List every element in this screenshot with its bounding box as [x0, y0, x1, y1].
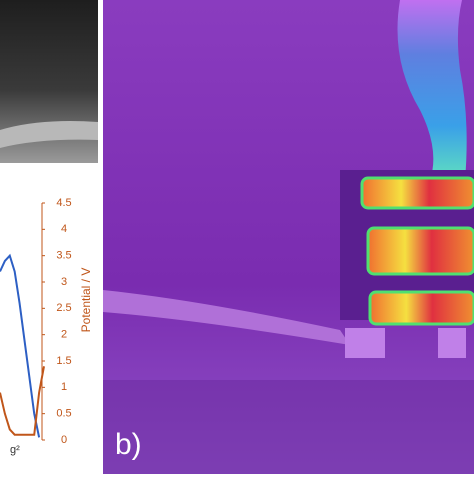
y2-axis-label: Potential / V: [79, 268, 93, 333]
connector: [345, 328, 385, 358]
photo-object: [0, 121, 98, 148]
y2-tick-label: 0.5: [56, 408, 71, 420]
connector: [438, 328, 466, 358]
plate: [366, 226, 474, 276]
y2-tick-label: 2: [61, 329, 67, 341]
chart: Potential / V g² 0 0.5 1 1.5 2 2.5 3 3.5 4 4.5: [0, 197, 93, 456]
series-line: [0, 253, 41, 438]
y2-tick-label: 4: [61, 223, 67, 235]
y2-tick-label: 4.5: [56, 197, 71, 209]
y2-tick-label: 3.5: [56, 250, 71, 262]
plate: [368, 290, 474, 326]
cable: [103, 290, 350, 345]
y2-tick-label: 1: [61, 381, 67, 393]
heat-plume: [397, 0, 467, 180]
panel-label: b): [115, 428, 142, 461]
y2-tick-label: 1.5: [56, 355, 71, 367]
y2-tick-label: 0: [61, 434, 67, 446]
x-axis-label: g²: [10, 444, 20, 456]
series-line: [0, 366, 45, 436]
y2-tick-label: 3: [61, 276, 67, 288]
floor: [103, 380, 474, 474]
y2-tick-label: 2.5: [56, 302, 71, 314]
plate: [360, 176, 474, 210]
